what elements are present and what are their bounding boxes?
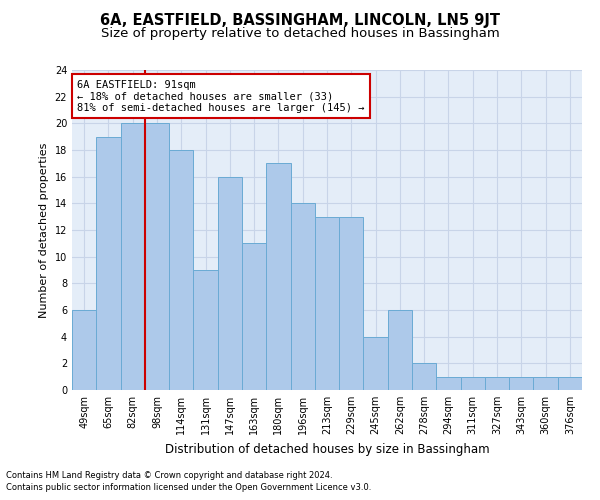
Bar (169, 150, 193, 390)
Bar (461, 376, 485, 390)
Bar (436, 376, 461, 390)
Text: Size of property relative to detached houses in Bassingham: Size of property relative to detached ho… (101, 28, 499, 40)
Bar (218, 176, 242, 390)
Bar (509, 376, 533, 390)
Bar (266, 164, 290, 390)
Bar (485, 376, 509, 390)
Bar (388, 310, 412, 390)
Bar (242, 244, 266, 390)
Bar (96, 136, 121, 390)
Bar (121, 124, 145, 390)
Bar (315, 216, 339, 390)
Bar (412, 364, 436, 390)
Text: Contains HM Land Registry data © Crown copyright and database right 2024.: Contains HM Land Registry data © Crown c… (6, 471, 332, 480)
Bar (558, 376, 582, 390)
Y-axis label: Number of detached properties: Number of detached properties (39, 142, 49, 318)
X-axis label: Distribution of detached houses by size in Bassingham: Distribution of detached houses by size … (164, 442, 490, 456)
Bar (193, 270, 218, 390)
Bar (339, 216, 364, 390)
Text: 6A, EASTFIELD, BASSINGHAM, LINCOLN, LN5 9JT: 6A, EASTFIELD, BASSINGHAM, LINCOLN, LN5 … (100, 12, 500, 28)
Text: 6A EASTFIELD: 91sqm
← 18% of detached houses are smaller (33)
81% of semi-detach: 6A EASTFIELD: 91sqm ← 18% of detached ho… (77, 80, 365, 113)
Bar (364, 336, 388, 390)
Text: Contains public sector information licensed under the Open Government Licence v3: Contains public sector information licen… (6, 484, 371, 492)
Bar (72, 310, 96, 390)
Bar (533, 376, 558, 390)
Bar (290, 204, 315, 390)
Bar (145, 124, 169, 390)
